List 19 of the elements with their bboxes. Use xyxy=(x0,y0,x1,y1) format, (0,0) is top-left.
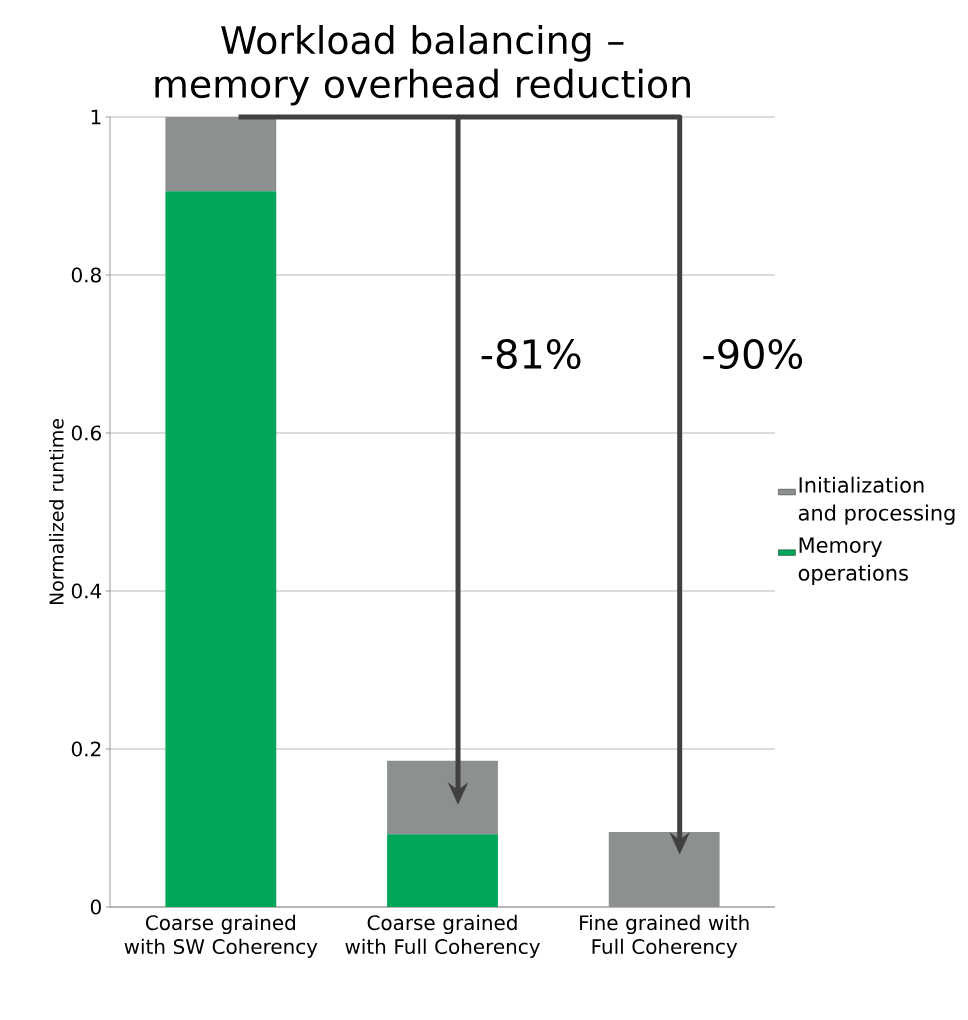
y-tick-label: 0 xyxy=(90,899,101,915)
bar xyxy=(387,760,498,835)
bar xyxy=(387,834,498,907)
y-tick-label: 0.8 xyxy=(71,267,101,283)
x-tick-label: Coarse grained with SW Coherency xyxy=(124,914,318,958)
chart-title: Workload balancing – memory overhead reduction xyxy=(155,25,690,106)
annotation: -90% xyxy=(703,338,803,370)
legend-label: Initialization and processing xyxy=(798,476,955,525)
annotation: -81% xyxy=(481,338,581,370)
y-tick-label: 0.6 xyxy=(71,425,101,441)
bar xyxy=(608,831,720,907)
legend-label: Memory operations xyxy=(798,537,908,585)
y-tick-label: 0.2 xyxy=(71,741,101,757)
x-tick-label: Coarse grained with Full Coherency xyxy=(345,914,540,958)
y-axis-title: Normalized runtime xyxy=(49,419,64,605)
y-tick-label: 1 xyxy=(91,109,101,125)
x-tick-label: Fine grained with Full Coherency xyxy=(580,914,749,958)
y-tick-label: 0.4 xyxy=(71,583,102,599)
bar xyxy=(165,116,277,192)
